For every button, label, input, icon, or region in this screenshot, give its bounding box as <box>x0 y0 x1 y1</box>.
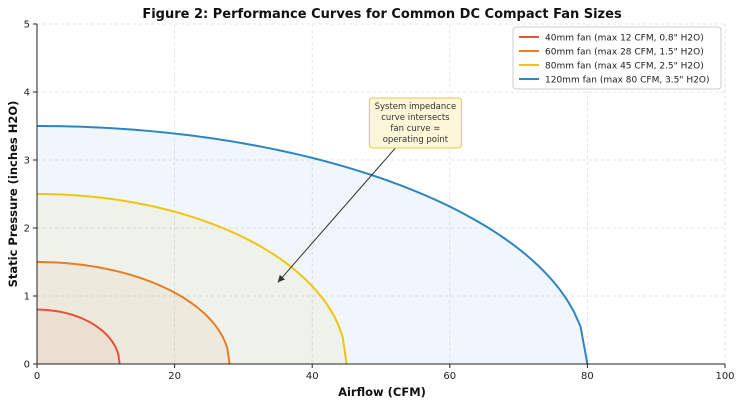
x-tick-label-4: 80 <box>581 371 594 382</box>
x-tick-label-3: 60 <box>443 371 456 382</box>
legend-label-1: 60mm fan (max 28 CFM, 1.5" H2O) <box>545 48 704 58</box>
y-tick-label-0: 0 <box>24 360 30 371</box>
legend-box <box>512 26 722 90</box>
fan-curve-1 <box>36 261 231 365</box>
x-axis-title: Airflow (CFM) <box>338 385 426 399</box>
fan-curve-3 <box>36 125 589 365</box>
curve-fill-1 <box>37 262 230 364</box>
y-tick-label-1: 1 <box>24 292 30 303</box>
y-tick-label-3: 3 <box>24 156 30 167</box>
annotation-arrowhead <box>277 274 286 283</box>
y-axis-title: Static Pressure (inches H2O) <box>6 101 20 288</box>
x-tick-label-2: 40 <box>306 371 319 382</box>
axes <box>36 24 725 365</box>
x-axis-ticks: 0 20 40 60 80 100 <box>34 364 735 382</box>
annotation-line-1: curve intersects <box>381 113 450 123</box>
y-tick-label-4: 4 <box>24 88 30 99</box>
annotation-line-3: operating point <box>383 135 449 145</box>
fan-curve-0 <box>37 308 121 365</box>
annotation-line-0: System impedance <box>375 102 457 112</box>
x-tick-label-0: 0 <box>34 371 40 382</box>
y-tick-label-2: 2 <box>24 224 30 235</box>
legend: 40mm fan (max 12 CFM, 0.8" H2O) 60mm fan … <box>512 26 722 90</box>
curve-fill-3 <box>37 126 588 364</box>
legend-label-2: 80mm fan (max 45 CFM, 2.5" H2O) <box>545 62 704 72</box>
annotation-box <box>368 97 462 149</box>
legend-label-0: 40mm fan (max 12 CFM, 0.8" H2O) <box>545 34 704 44</box>
chart-title: Figure 2: Performance Curves for Common … <box>142 7 622 22</box>
fan-curve-2 <box>36 193 348 365</box>
y-axis-ticks: 0 1 2 3 4 5 <box>24 20 37 371</box>
curve-fill-2 <box>37 194 347 364</box>
annotation-arrow <box>277 147 396 283</box>
curve-fill-0 <box>37 309 120 364</box>
annotation-line-2: fan curve = <box>390 124 440 134</box>
x-tick-label-1: 20 <box>168 371 181 382</box>
fan-curves <box>36 125 589 365</box>
curve-fills <box>37 126 588 364</box>
y-tick-label-5: 5 <box>24 20 30 31</box>
x-tick-label-5: 100 <box>715 371 734 382</box>
legend-label-3: 120mm fan (max 80 CFM, 3.5" H2O) <box>545 76 709 86</box>
